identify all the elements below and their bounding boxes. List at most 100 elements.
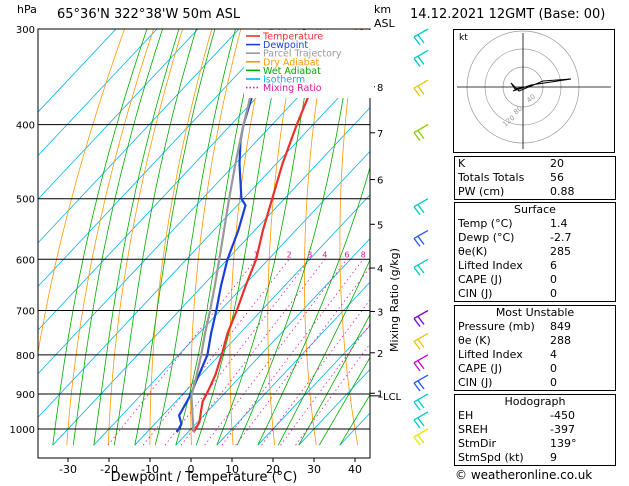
wind-barb-flag (417, 417, 425, 427)
km-tick-label: 4 (377, 264, 383, 275)
hodograph-ring-label: 40 (525, 93, 537, 105)
pressure-tick-label: 1000 (10, 425, 35, 436)
wind-barb (413, 428, 429, 438)
wind-barb-flag (413, 87, 421, 97)
mixing-ratio-label: 4 (322, 250, 327, 259)
x-tick-label: -20 (100, 463, 118, 476)
unstable-row: θe (K) 288 (458, 334, 571, 347)
isotherm-line (38, 29, 240, 244)
legend-label: Dewpoint (263, 40, 308, 51)
wind-barb-flag (417, 130, 425, 139)
unstable-row: CAPE (J) 0 (458, 362, 557, 375)
legend-label: Wet Adiabat (263, 66, 321, 77)
mixing-ratio-label: 20 (413, 250, 423, 259)
legend-label: Mixing Ratio (263, 83, 322, 94)
wet-adiabat-line (236, 29, 356, 446)
surface-row: Dewp (°C) -2.7 (458, 231, 572, 244)
wind-barb-flag (413, 341, 421, 350)
mixing-ratio-label: 1 (253, 250, 258, 259)
mixing-ratio-label: 6 (344, 250, 349, 259)
hodo-table-row: StmDir 139° (458, 437, 577, 450)
unstable-row: Lifted Index 4 (458, 348, 557, 361)
surface-title: Surface (514, 203, 556, 216)
mixing-ratio-line (107, 259, 257, 446)
wind-barb (413, 258, 429, 268)
pressure-tick-label: 800 (16, 351, 35, 362)
dry-adiabat-line (107, 29, 184, 446)
isotherm-line (38, 29, 117, 113)
wind-barb (413, 411, 429, 421)
pressure-tick-label: 600 (16, 255, 35, 266)
wind-barb (413, 79, 429, 89)
asl-unit-label: ASL (374, 17, 395, 30)
mixing-ratio-line (221, 259, 364, 446)
pressure-tick-label: 300 (16, 25, 35, 36)
surface-box: Surface Temp (°C) 1.4 Dewp (°C) -2.7 θe(K)… (454, 202, 616, 302)
surface-row: CIN (J) 0 (458, 287, 557, 300)
wind-barb (413, 28, 429, 38)
hodograph-trace (510, 78, 572, 92)
wind-barb (413, 49, 429, 60)
unstable-row: Pressure (mb) 849 (458, 320, 571, 333)
mixing-ratio-label: 3 (307, 250, 312, 259)
km-tick-label: 8 (377, 83, 383, 94)
wind-barb-flag (417, 34, 425, 44)
indices-box: K 20 Totals Totals 56 PW (cm) 0.88 (454, 156, 616, 200)
km-tick-label: 1 (377, 389, 383, 400)
dry-adiabat-line (618, 18, 629, 446)
wet-adiabat-line (113, 29, 197, 446)
unstable-box: Most Unstable Pressure (mb) 849 θe (K) 288… (454, 305, 616, 391)
wind-barb-flag (417, 434, 425, 444)
x-axis-title: Dewpoint / Temperature (°C) (111, 470, 298, 485)
index-row-k: K 20 (458, 157, 564, 170)
wind-barb-flag (413, 362, 421, 372)
km-unit-label: km (374, 3, 392, 16)
isotherm-line (38, 29, 281, 288)
legend-label: Temperature (262, 32, 323, 43)
wet-adiabat-line (195, 29, 286, 446)
legend-label: Dry Adiabat (263, 57, 320, 68)
km-tick-label: 2 (377, 349, 383, 360)
wet-adiabat-line (257, 165, 370, 446)
unstable-title: Most Unstable (495, 306, 575, 319)
wet-adiabat-line (93, 29, 180, 446)
wet-adiabat-line (52, 29, 148, 446)
wind-barb-flag (417, 380, 425, 390)
surface-row: Lifted Index 6 (458, 259, 557, 272)
legend-label: Isotherm (263, 75, 305, 86)
isotherm-line (298, 368, 370, 446)
x-tick-label: 10 (225, 463, 239, 476)
unstable-row: CIN (J) 0 (458, 376, 557, 389)
dry-adiabat-line (190, 29, 242, 446)
index-row-totals: Totals Totals 56 (458, 171, 564, 184)
wind-barb-flag (413, 36, 421, 46)
surface-row: Temp (°C) 1.4 (458, 217, 568, 230)
hodo-table-title: Hodograph (504, 395, 566, 408)
wind-barb-flag (413, 382, 421, 392)
hodo-table-box: Hodograph EH -450 SREH -397 StmDir 139° Stm… (454, 394, 616, 466)
mixing-ratio-label: 10 (371, 250, 381, 259)
lcl-label: LCL (383, 392, 402, 403)
km-tick-label: 6 (377, 176, 383, 187)
isotherm-line (93, 150, 370, 446)
mixing-ratio-line (142, 259, 290, 446)
wind-barb-flag (417, 85, 425, 95)
dry-adiabat-line (38, 29, 125, 355)
hodograph-ring-label: 80 (512, 105, 524, 117)
wind-barb (413, 229, 429, 239)
pressure-tick-label: 500 (16, 195, 35, 206)
hodo-table-row: SREH -397 (458, 423, 575, 436)
dry-adiabat-line (66, 29, 155, 446)
surface-row: θe(K) 285 (458, 245, 571, 258)
mixing-ratio-label: 2 (287, 250, 292, 259)
dry-adiabat-line (303, 29, 329, 446)
x-tick-label: 0 (188, 463, 195, 476)
isotherm-line (257, 325, 370, 446)
pressure-tick-label: 900 (16, 390, 35, 401)
km-tick-label: 3 (377, 307, 383, 318)
surface-row: CAPE (J) 0 (458, 273, 557, 286)
mixing-ratio-line (295, 343, 370, 446)
mixing-ratio-line (180, 259, 326, 446)
